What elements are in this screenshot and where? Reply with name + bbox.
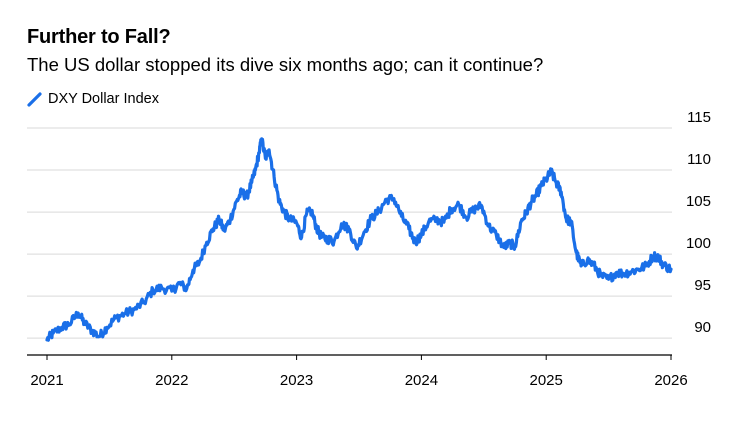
chart-title: Further to Fall? xyxy=(27,26,171,48)
legend-swatch-icon xyxy=(27,91,42,107)
x-tick-label: 2021 xyxy=(30,372,63,389)
x-tick-label: 2023 xyxy=(280,372,313,389)
x-tick-label: 2025 xyxy=(530,372,563,389)
chart-subtitle: The US dollar stopped its dive six month… xyxy=(27,54,544,75)
y-tick-label: 110 xyxy=(687,151,711,168)
series-line-dxy xyxy=(45,137,673,342)
y-tick-label: 115 xyxy=(687,109,711,126)
y-tick-label: 105 xyxy=(686,193,711,210)
y-axis-ticks: 90 95 100 105 110 115 xyxy=(686,109,711,336)
legend-label: DXY Dollar Index xyxy=(48,91,159,107)
x-tick-label: 2022 xyxy=(155,372,188,389)
x-tick-label: 2026 xyxy=(654,372,687,389)
x-axis-ticks: 2021 2022 2023 2024 2025 2026 xyxy=(30,355,688,389)
y-tick-label: 95 xyxy=(694,277,711,294)
y-tick-label: 100 xyxy=(686,235,711,252)
y-tick-label: 90 xyxy=(694,319,711,336)
legend: DXY Dollar Index xyxy=(27,91,159,107)
x-tick-label: 2024 xyxy=(405,372,438,389)
